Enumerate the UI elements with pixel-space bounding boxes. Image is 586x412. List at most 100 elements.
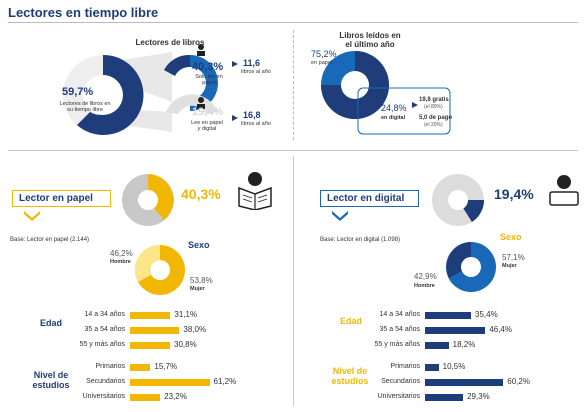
main-pct: 59,7% — [62, 86, 94, 98]
main-donut-slice — [77, 54, 144, 135]
books-donut-hole — [341, 71, 369, 99]
left-hombre-pct: 46,2% — [110, 249, 133, 258]
left-mujer-pct: 53,8% — [190, 276, 213, 285]
bar-value-label: 23,2% — [164, 392, 187, 401]
bar — [425, 327, 486, 334]
right-pct: 19,4% — [494, 186, 534, 202]
books-digital-pct: 24,8% — [381, 103, 407, 113]
right-sexo-title: Sexo — [500, 232, 522, 242]
bar-category-label: Universitarios — [82, 393, 125, 400]
connector-wedge-both — [130, 110, 172, 132]
digital-breakdown-box — [357, 87, 451, 135]
bar-value-label: 10,5% — [442, 362, 466, 371]
top-left-subtitle: Lectores de libros — [135, 38, 205, 47]
free-note: (el 80%) — [424, 104, 443, 110]
both-label: Lee en papel y digital — [191, 120, 223, 132]
bar-category-label: 35 a 54 años — [84, 326, 125, 333]
books-paper-label: en papel — [311, 60, 333, 66]
right-chevron-icon — [332, 211, 348, 221]
bar-value-label: 30,8% — [174, 340, 197, 349]
bar-category-label: Primarios — [390, 363, 420, 370]
bar — [130, 379, 210, 386]
bar-category-label: 14 a 34 años — [379, 311, 420, 318]
left-pct-donut — [122, 174, 174, 226]
left-box-label: Lector en papel — [12, 190, 111, 207]
title-underline — [8, 22, 578, 23]
bar-category-label: Secundarios — [86, 378, 125, 385]
bar-category-label: Universitarios — [377, 393, 420, 400]
left-pct: 40,3% — [181, 186, 221, 202]
bar-value-label: 35,4% — [475, 310, 498, 319]
bar — [425, 312, 472, 319]
bar — [130, 394, 161, 401]
bar-value-label: 38,0% — [183, 325, 207, 334]
paper-small-donut-rest — [164, 54, 190, 76]
bottom-divider — [293, 156, 294, 406]
both-small-donut — [166, 94, 218, 114]
right-edad-title: Edad — [340, 316, 363, 326]
right-mujer-pct: 57,1% — [502, 253, 525, 262]
bar — [425, 379, 504, 386]
main-label: Lectores de libros en su tiempo libre — [59, 101, 111, 113]
left-chevron-icon — [24, 211, 40, 221]
person-laptop-icon — [549, 175, 579, 206]
right-base: Base: Lector en digital (1.098) — [320, 237, 401, 243]
right-pct-donut — [432, 174, 485, 226]
books-donut-paper — [321, 51, 389, 119]
left-hombre-label: Hombre — [110, 259, 131, 265]
left-mujer-label: Mujer — [190, 286, 205, 292]
bar — [130, 327, 180, 334]
bar-category-label: 14 a 34 años — [84, 311, 125, 318]
bar-category-label: 55 y más años — [374, 341, 420, 348]
person-reading-book-icon — [238, 172, 272, 210]
right-hombre-pct: 42,9% — [414, 272, 437, 281]
right-nivel-title: Nivel de estudios — [331, 366, 369, 386]
bar-category-label: 35 a 54 años — [379, 326, 420, 333]
paper-pct: 40,3% — [192, 61, 224, 73]
bar — [425, 394, 464, 401]
paper-books-unit: libros al año — [241, 69, 271, 75]
arrow-digital — [412, 102, 418, 108]
left-sexo-donut — [134, 244, 185, 295]
both-books-unit: libros al año — [241, 121, 271, 127]
paper-label: Solo lee en papel — [195, 74, 223, 86]
bar — [425, 342, 449, 349]
free-value: 19,8 gratis — [419, 97, 449, 103]
bar-category-label: 55 y más años — [79, 341, 125, 348]
bar-value-label: 61,2% — [213, 377, 237, 386]
top-divider — [293, 30, 294, 140]
page-title: Lectores en tiempo libre — [8, 5, 159, 20]
right-mujer-label: Mujer — [502, 263, 517, 269]
paid-note: (el 20%) — [424, 122, 443, 128]
person-reading-icon — [197, 44, 205, 56]
books-paper-pct: 75,2% — [311, 49, 337, 59]
bar-value-label: 18,2% — [452, 340, 476, 349]
arrow-paper — [232, 61, 238, 67]
right-sexo-donut — [446, 242, 496, 292]
main-donut-hole — [83, 75, 123, 115]
bar — [130, 342, 171, 349]
top-left-graphic — [63, 44, 238, 135]
bar-value-label: 31,1% — [174, 310, 198, 319]
bar-category-label: Primarios — [95, 363, 125, 370]
left-sexo-title: Sexo — [188, 240, 210, 250]
paid-value: 5,0 de pago — [419, 115, 453, 121]
left-edad-title: Edad — [40, 318, 63, 328]
left-nivel-title: Nivel de estudios — [32, 370, 70, 390]
paper-small-donut — [190, 55, 218, 111]
section-divider — [8, 150, 578, 151]
bar-value-label: 60,2% — [507, 377, 530, 386]
paper-books: 11,6 — [243, 58, 261, 68]
bar — [130, 364, 151, 371]
bar-value-label: 29,3% — [467, 392, 490, 401]
bar — [130, 312, 171, 319]
bar-value-label: 15,7% — [154, 362, 178, 371]
person-tablet-icon — [197, 97, 205, 109]
books-digital-label: en digital — [381, 115, 406, 121]
right-hombre-label: Hombre — [414, 283, 435, 289]
connector-wedge-paper — [122, 52, 172, 102]
bar — [425, 364, 439, 371]
both-pct: 19,4% — [192, 106, 224, 118]
both-books: 16,8 — [243, 110, 261, 120]
bar-category-label: Secundarios — [381, 378, 420, 385]
